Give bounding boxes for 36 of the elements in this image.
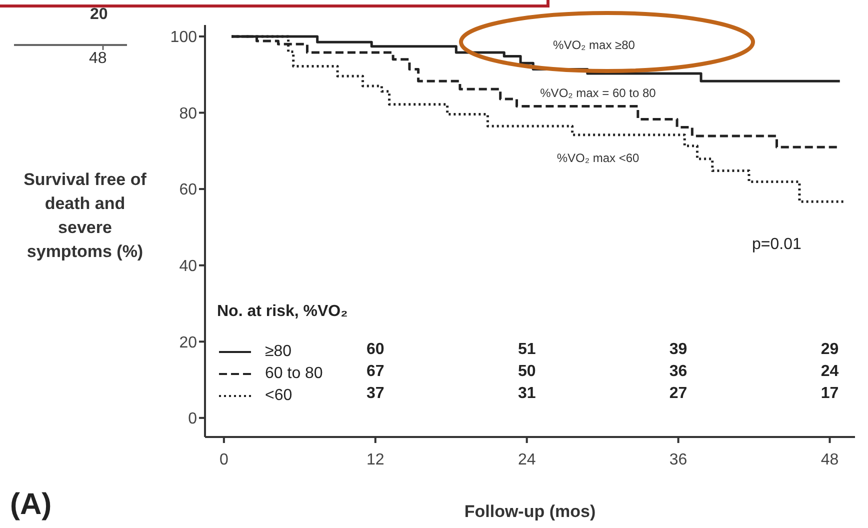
annotation: %VO₂ max = 60 to 80 — [540, 86, 656, 100]
annotation: 36 — [669, 363, 688, 381]
annotation: 51 — [518, 341, 536, 359]
annotation: 27 — [669, 385, 688, 403]
annotation: 39 — [669, 341, 688, 359]
annotation: 24 — [820, 363, 839, 381]
legend-label: 60 to 80 — [265, 365, 323, 383]
y-tick-label: 100 — [170, 29, 198, 46]
x-tick-label: 48 — [820, 451, 839, 468]
x-tick-label: 36 — [669, 451, 688, 468]
annotation: 29 — [820, 341, 839, 359]
annotation: %VO₂ max <60 — [556, 151, 640, 165]
y-tick-label: 0 — [188, 410, 198, 428]
legend-title: No. at risk, %VO₂ — [217, 302, 349, 322]
y-axis-title: Survival free of death and severe symptoms (%) — [22, 169, 148, 263]
legend-label: <60 — [265, 387, 292, 405]
legend-label: ≥80 — [265, 343, 292, 361]
annotation: 17 — [820, 385, 839, 403]
x-tick-label: 0 — [219, 451, 228, 468]
text: (A) — [10, 488, 52, 522]
annotation: 67 — [366, 363, 384, 381]
text: 20 — [90, 6, 108, 24]
x-axis-title: Follow-up (mos) — [463, 502, 597, 522]
annotation: 60 — [366, 341, 384, 359]
annotation: 50 — [518, 363, 536, 381]
annotation: p=0.01 — [752, 236, 802, 254]
annotation: %VO₂ max ≥80 — [553, 38, 635, 52]
x-tick-label: 24 — [518, 451, 536, 468]
annotation: 31 — [518, 385, 536, 403]
y-tick-label: 40 — [179, 258, 198, 276]
y-tick-label: 20 — [179, 334, 198, 352]
y-tick-label: 60 — [179, 182, 198, 199]
text: 48 — [89, 50, 107, 68]
annotation: 37 — [366, 385, 384, 403]
y-tick-label: 80 — [179, 105, 198, 122]
x-tick-label: 12 — [366, 451, 384, 468]
